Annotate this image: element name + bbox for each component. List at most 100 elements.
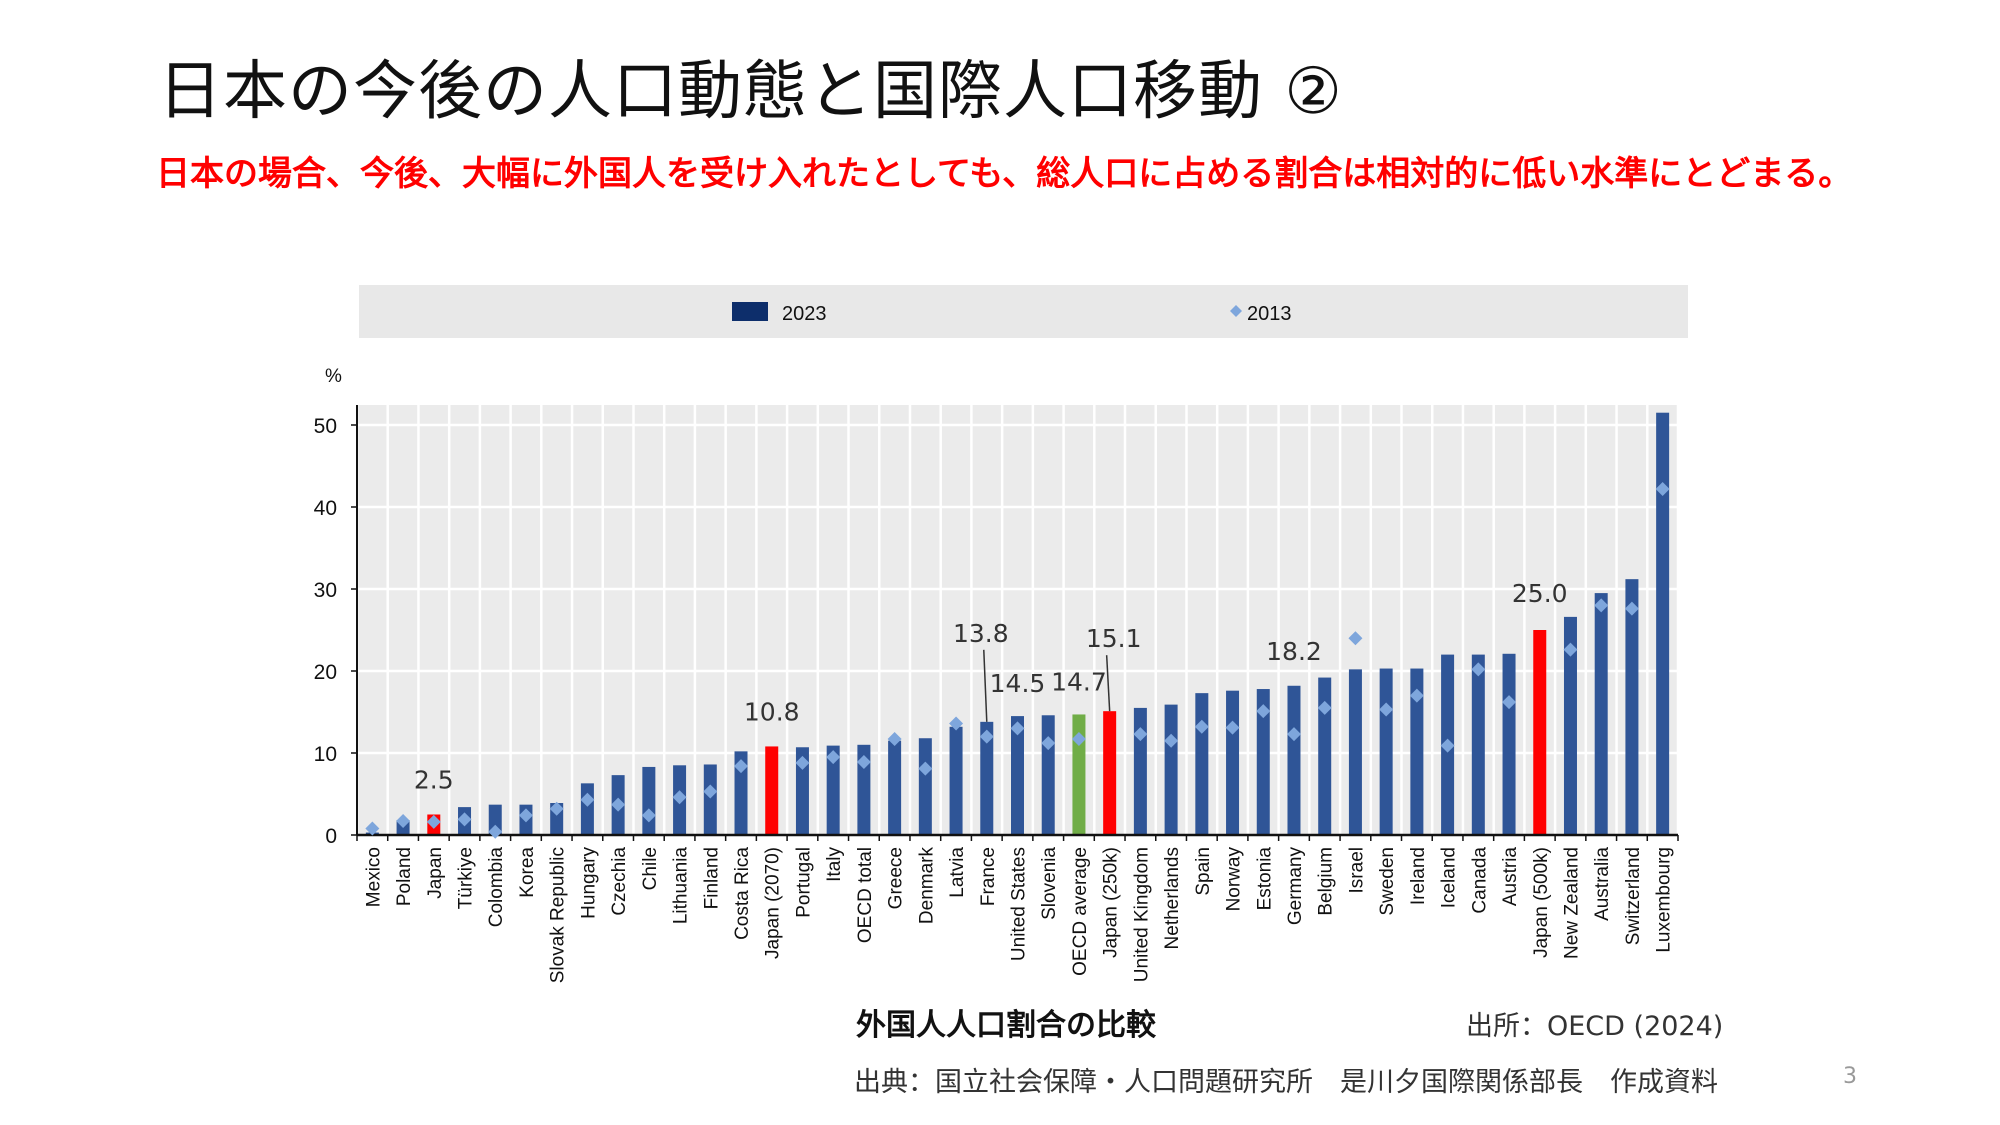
y-tick-label: 20 <box>314 661 337 684</box>
x-tick-label: United States <box>1009 847 1030 961</box>
x-tick-label: Costa Rica <box>732 847 753 940</box>
marker-2013 <box>979 729 994 744</box>
bar-switzerland <box>1625 579 1639 835</box>
marker-2013 <box>1348 631 1363 646</box>
bar-latvia <box>949 726 963 835</box>
chart-caption: 外国人人口割合の比較 <box>856 1008 1156 1043</box>
marker-2013 <box>703 784 718 799</box>
bar-ireland <box>1410 668 1424 835</box>
bar-luxembourg <box>1656 412 1670 835</box>
bar-austria <box>1502 653 1516 835</box>
data-label: 14.5 <box>990 669 1046 698</box>
marker-2013 <box>1041 736 1056 751</box>
marker-2013 <box>1624 601 1639 616</box>
bar-colombia <box>488 804 502 835</box>
bar-japan-2070- <box>765 746 779 835</box>
bar-israel <box>1348 669 1362 835</box>
x-tick-label: Greece <box>886 847 907 909</box>
x-tick-label: Iceland <box>1439 847 1460 908</box>
x-tick-label: Sweden <box>1377 847 1398 916</box>
bar-new-zealand <box>1563 616 1577 835</box>
x-tick-label: Luxembourg <box>1654 847 1675 953</box>
data-label: 14.7 <box>1051 667 1107 696</box>
x-tick-label: OECD average <box>1070 847 1091 976</box>
x-tick-label: Ireland <box>1408 847 1429 905</box>
bar-norway <box>1226 690 1240 835</box>
plot-area: 0 10 20 30 40 50% Mexico Poland Japan Türkiye Colo… <box>314 366 1680 983</box>
marker-2013 <box>549 801 564 816</box>
page-number: 3 <box>1843 1064 1857 1089</box>
marker-2013 <box>1256 704 1271 719</box>
bar-slovenia <box>1041 715 1055 835</box>
bar-japan-250k- <box>1103 711 1117 835</box>
bar-spain <box>1195 693 1209 835</box>
annotation-leader-line <box>1105 655 1111 712</box>
legend-background <box>359 285 1688 338</box>
marker-2013 <box>1133 727 1148 742</box>
data-label: 2.5 <box>414 766 454 795</box>
marker-2013 <box>1194 719 1209 734</box>
marker-2013 <box>611 797 626 812</box>
marker-2013 <box>1317 700 1332 715</box>
bar-japan-500k- <box>1533 630 1547 835</box>
marker-2013 <box>641 808 656 823</box>
x-tick-label: Austria <box>1500 847 1521 907</box>
footer-credit: 出典：国立社会保障・人口問題研究所 是川夕国際関係部長 作成資料 <box>854 1067 1718 1098</box>
marker-2013 <box>1164 733 1179 748</box>
marker-2013 <box>856 755 871 770</box>
legend: 2023 2013 <box>359 285 1688 338</box>
slide-title: 日本の今後の人口動態と国際人口移動 ② <box>158 55 1343 129</box>
bar-australia <box>1594 593 1608 835</box>
data-label: 15.1 <box>1086 624 1142 653</box>
marker-2013 <box>1286 727 1301 742</box>
y-tick-label: 30 <box>314 579 337 602</box>
marker-2013 <box>1379 702 1394 717</box>
x-tick-label: Chile <box>640 847 661 890</box>
x-tick-label: United Kingdom <box>1131 847 1152 982</box>
x-tick-label: Germany <box>1285 847 1306 926</box>
marker-2013 <box>887 732 902 747</box>
marker-2013 <box>426 814 441 829</box>
x-tick-label: Estonia <box>1254 847 1275 911</box>
marker-2013 <box>518 808 533 823</box>
bar-belgium <box>1318 677 1332 835</box>
marker-2013 <box>1655 481 1670 496</box>
x-tick-label: Switzerland <box>1623 847 1644 945</box>
bar-costa-rica <box>734 751 748 835</box>
x-tick-label: Czechia <box>609 847 630 916</box>
source-note: 出所：OECD (2024) <box>1466 1011 1724 1042</box>
x-tick-label: Israel <box>1346 847 1367 893</box>
marker-2013 <box>949 716 964 731</box>
y-tick-label: 50 <box>314 415 337 438</box>
marker-2013 <box>795 755 810 770</box>
marker-2013 <box>672 790 687 805</box>
x-tick-label: Japan (250k) <box>1101 847 1122 958</box>
y-axis-unit: % <box>325 366 342 387</box>
bar-chile <box>642 766 656 835</box>
data-label: 18.2 <box>1266 637 1322 666</box>
data-label: 25.0 <box>1512 579 1568 608</box>
x-tick-label: Slovenia <box>1039 847 1060 920</box>
marker-2013 <box>488 824 503 839</box>
bar-netherlands <box>1164 704 1178 835</box>
x-tick-label: Italy <box>824 847 845 882</box>
x-tick-label: Portugal <box>793 847 814 918</box>
x-tick-label: Japan (500k) <box>1531 847 1552 958</box>
x-tick-label: Norway <box>1224 847 1245 912</box>
x-tick-label: Japan <box>425 847 446 899</box>
marker-2013 <box>365 821 380 836</box>
legend-swatch-2023 <box>732 302 768 321</box>
bar-portugal <box>795 747 809 835</box>
marker-2013 <box>1594 598 1609 613</box>
x-tick-label: Hungary <box>578 847 599 919</box>
x-tick-label: Canada <box>1469 847 1490 914</box>
bar-italy <box>826 745 840 835</box>
bar-canada <box>1471 654 1485 835</box>
marker-2013 <box>396 814 411 829</box>
marker-2013 <box>1225 720 1240 735</box>
bar-greece <box>888 740 902 835</box>
x-tick-label: Finland <box>701 847 722 909</box>
bar-united-states <box>1011 716 1024 835</box>
marker-2013 <box>918 761 933 776</box>
